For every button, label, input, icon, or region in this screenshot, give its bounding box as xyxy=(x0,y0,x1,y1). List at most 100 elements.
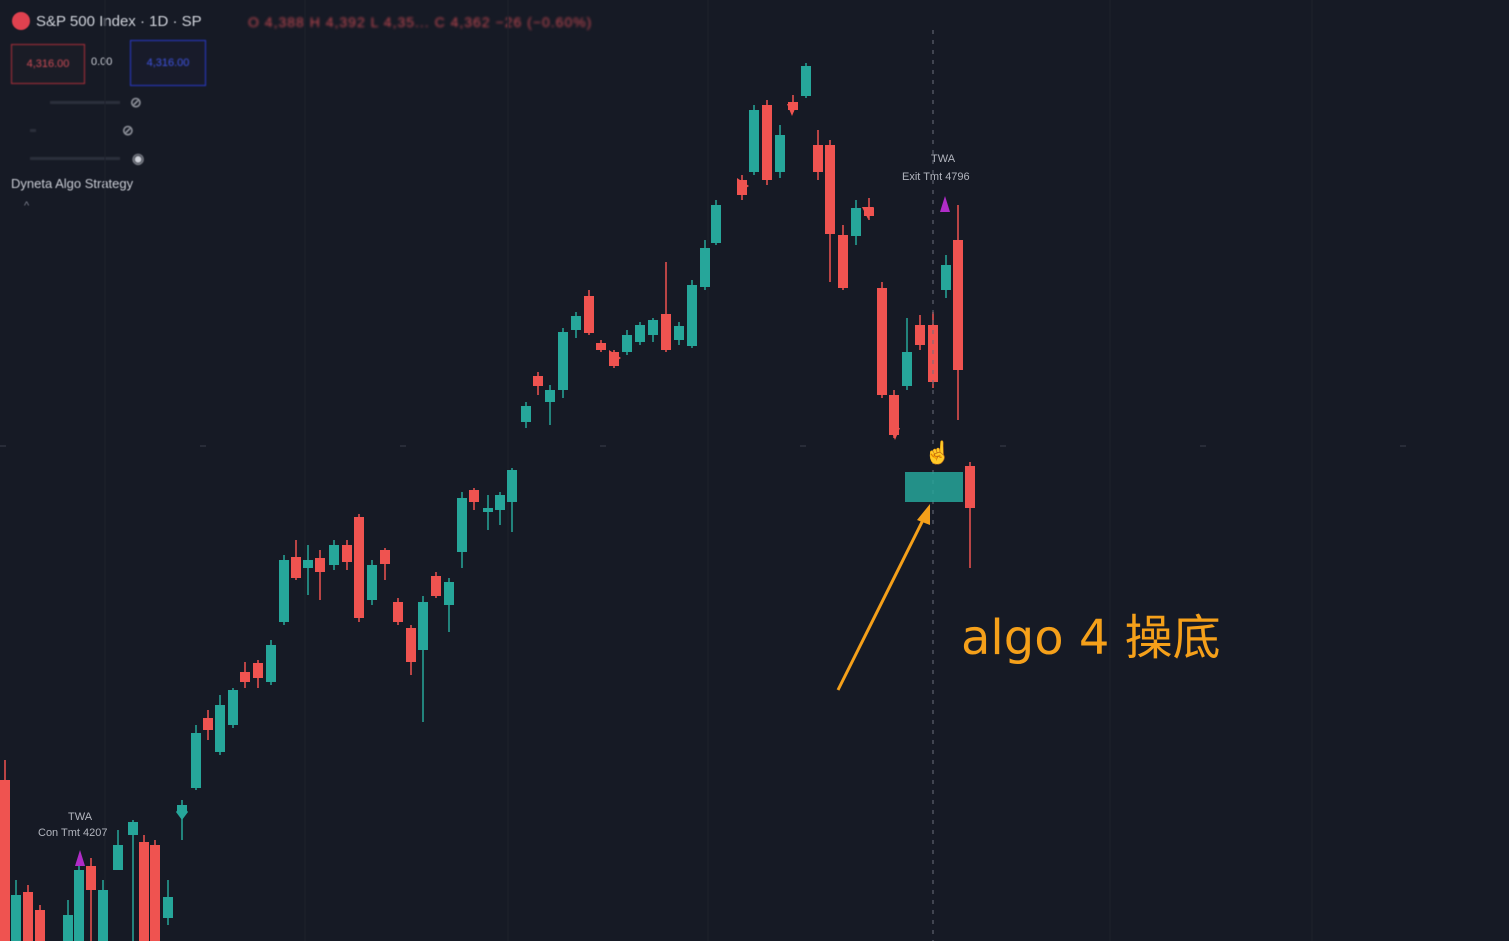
candle-body xyxy=(113,845,123,870)
candle-body xyxy=(393,602,403,622)
candle-body xyxy=(128,822,138,835)
candle-body xyxy=(711,205,721,243)
eye-icon[interactable]: ◉ xyxy=(132,150,145,166)
candle-body xyxy=(851,208,861,236)
chart-header: S&P 500 Index · 1D · SP O 4,388 H 4,392 … xyxy=(0,0,1509,46)
signal-label-bottom-line2: Con Tmt 4207 xyxy=(38,827,108,839)
buy-button[interactable]: 4,316.00 xyxy=(130,40,206,86)
candle-body xyxy=(635,325,645,342)
candle-body xyxy=(23,892,33,941)
candle-body xyxy=(953,240,963,370)
signal-label-top-line2: Exit Tmt 4796 xyxy=(902,171,970,183)
candle-body xyxy=(521,406,531,422)
annotation-arrow-line xyxy=(836,509,930,691)
candle-body xyxy=(380,550,390,564)
candles xyxy=(0,63,975,941)
symbol-title[interactable]: S&P 500 Index · 1D · SP xyxy=(12,12,202,30)
candle-body xyxy=(11,895,21,941)
candle-body xyxy=(191,733,201,788)
candle-body xyxy=(775,135,785,172)
candle-body xyxy=(889,395,899,435)
candle-body xyxy=(483,508,493,512)
candle-body xyxy=(825,145,835,234)
candle-body xyxy=(749,110,759,172)
candle-body xyxy=(86,866,96,890)
indicator-row-3-label xyxy=(30,157,120,160)
candle-body xyxy=(63,915,73,941)
candle-body xyxy=(902,352,912,386)
signal-diamond-marker xyxy=(176,804,188,820)
spread-value: 0.00 xyxy=(91,56,113,68)
candle-body xyxy=(215,705,225,752)
candle-body xyxy=(354,517,364,618)
candle-body xyxy=(279,560,289,622)
signal-triangle-marker xyxy=(787,104,797,116)
candle-body xyxy=(507,470,517,502)
indicator-row-3[interactable]: ◉ xyxy=(30,150,150,168)
candle-body xyxy=(687,285,697,346)
candle-body xyxy=(139,842,149,941)
candle-body xyxy=(941,265,951,290)
candle-body xyxy=(545,390,555,402)
candle-body xyxy=(558,332,568,390)
signal-label-top: TWA Exit Tmt 4796 xyxy=(902,153,970,183)
eye-slash-icon[interactable]: ⊘ xyxy=(122,122,134,138)
candle-body xyxy=(431,576,441,596)
candle-body xyxy=(253,663,263,678)
signals xyxy=(75,104,950,866)
signal-triangle-marker xyxy=(737,178,749,194)
candle-body xyxy=(98,890,108,941)
annotation-arrow-head xyxy=(917,504,930,525)
candle-body xyxy=(661,314,671,350)
indicator-row-1-label xyxy=(50,101,120,104)
candle-body xyxy=(584,296,594,333)
candle-body xyxy=(813,145,823,172)
candle-body xyxy=(469,490,479,502)
candle-body xyxy=(367,565,377,600)
candle-body xyxy=(266,645,276,682)
candle-body xyxy=(762,105,772,180)
symbol-title-text: S&P 500 Index · 1D · SP xyxy=(36,12,202,30)
hand-cursor-icon: ☝ xyxy=(924,440,952,465)
candle-body xyxy=(228,690,238,725)
candle-body xyxy=(203,718,213,730)
candle-body xyxy=(877,288,887,395)
candle-body xyxy=(533,376,543,386)
collapse-caret-icon[interactable]: ^ xyxy=(24,200,30,212)
candle-body xyxy=(329,545,339,565)
candle-body xyxy=(291,557,301,578)
candle-body xyxy=(495,495,505,510)
candle-body xyxy=(303,560,313,568)
candle-body xyxy=(35,910,45,941)
candle-body xyxy=(150,845,160,941)
buy-signal-arrow xyxy=(75,850,85,866)
sell-button[interactable]: 4,316.00 xyxy=(11,44,85,84)
entry-zone-box xyxy=(905,472,963,502)
signal-triangle-marker xyxy=(862,207,874,219)
candle-body xyxy=(0,780,10,941)
candle-body xyxy=(315,558,325,572)
candle-body xyxy=(457,498,467,552)
candle-body xyxy=(801,66,811,96)
indicator-row-2-label xyxy=(30,129,36,132)
symbol-logo-icon xyxy=(12,12,30,30)
signal-label-bottom-line1: TWA xyxy=(68,811,93,823)
sell-signal-arrow xyxy=(940,196,950,212)
candle-body xyxy=(163,897,173,918)
candle-body xyxy=(444,582,454,605)
candle-body xyxy=(74,870,84,941)
candle-body xyxy=(596,343,606,350)
candle-body xyxy=(342,545,352,562)
strategy-name[interactable]: Dyneta Algo Strategy xyxy=(11,176,134,191)
ohlc-values: O 4,388 H 4,392 L 4,35... C 4,362 −26 (−… xyxy=(248,14,593,30)
eye-slash-icon[interactable]: ⊘ xyxy=(130,94,142,110)
annotation-text: algo 4 操底 xyxy=(961,610,1221,666)
signal-triangle-marker xyxy=(890,428,900,440)
indicator-row-2[interactable]: ⊘ xyxy=(30,122,150,140)
candle-body xyxy=(965,466,975,508)
signal-triangle-marker xyxy=(609,350,621,366)
indicator-row-1[interactable]: ⊘ xyxy=(30,94,150,112)
candle-body xyxy=(622,335,632,352)
candle-body xyxy=(240,672,250,682)
